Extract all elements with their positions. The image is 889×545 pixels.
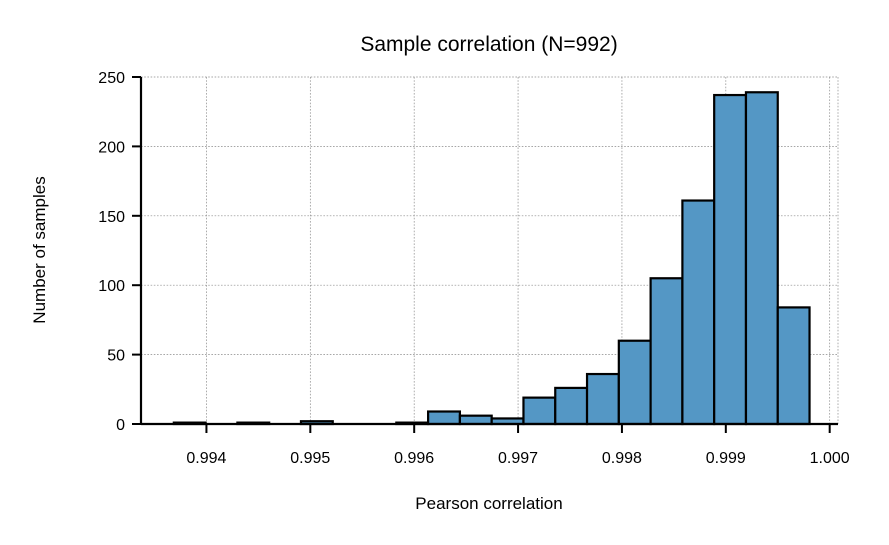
x-axis-label: Pearson correlation — [415, 494, 562, 513]
x-tick-label: 0.994 — [186, 450, 226, 467]
histogram-bar — [585, 372, 620, 426]
histogram-bar — [776, 306, 811, 426]
x-tick-label: 0.996 — [394, 450, 434, 467]
y-axis-label: Number of samples — [30, 176, 49, 323]
axes — [139, 77, 838, 426]
y-tick-label: 50 — [107, 348, 125, 365]
y-tick-label: 200 — [98, 139, 125, 156]
y-tick-label: 250 — [98, 70, 125, 87]
histogram-bar — [713, 93, 748, 426]
histogram-bars — [172, 91, 811, 426]
histogram-bar — [744, 91, 779, 426]
histogram-bar — [522, 396, 557, 426]
histogram-bar — [554, 386, 589, 426]
histogram-bar — [427, 410, 461, 426]
y-tick-label: 100 — [98, 278, 125, 295]
y-tick-label: 0 — [116, 417, 125, 434]
histogram-bar — [681, 199, 716, 426]
x-tick-label: 0.999 — [706, 450, 746, 467]
x-tick-label: 0.998 — [602, 450, 642, 467]
histogram-bar — [617, 339, 652, 426]
chart-title: Sample correlation (N=992) — [360, 33, 617, 56]
x-tick-label: 0.997 — [498, 450, 538, 467]
x-tick-label: 1.000 — [810, 450, 850, 467]
histogram-bar — [458, 414, 493, 426]
y-tick-label: 150 — [98, 209, 125, 226]
histogram-bar — [649, 277, 684, 426]
x-tick-label: 0.995 — [290, 450, 330, 467]
axis-ticks: 0.994 0.995 0.996 0.997 0.998 0.999 1.000 0 50 10… — [98, 70, 850, 467]
